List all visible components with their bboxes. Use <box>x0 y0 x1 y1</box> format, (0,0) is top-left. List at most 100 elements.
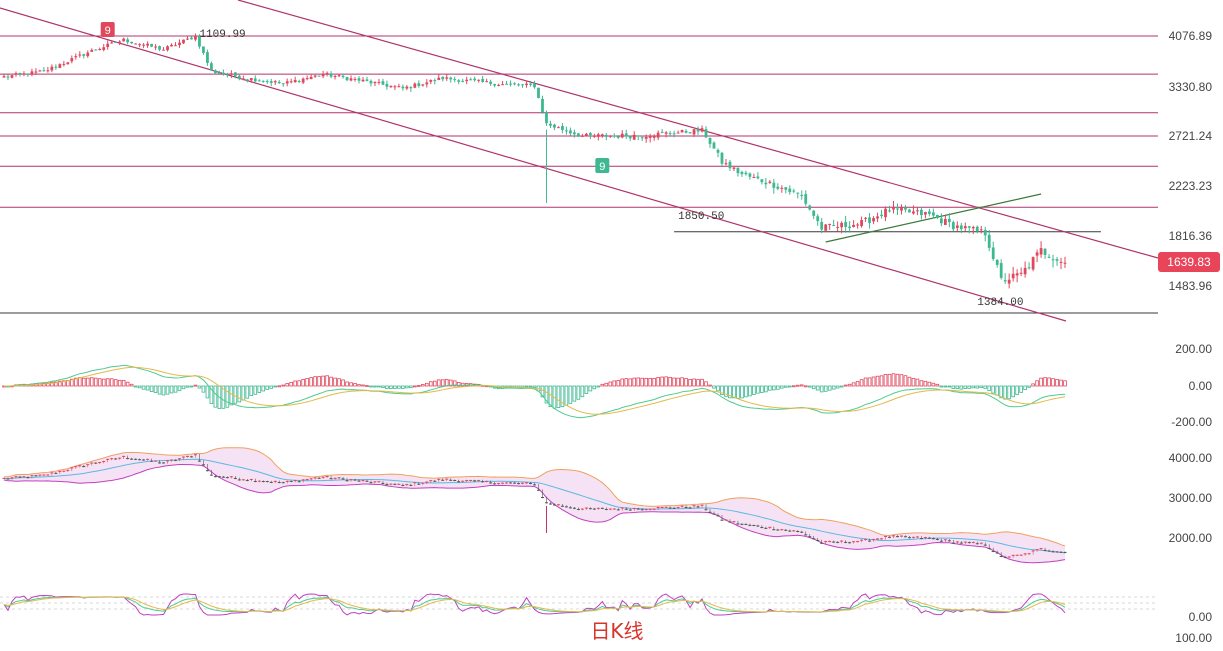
macd-histogram-bar <box>377 385 381 388</box>
macd-histogram-bar <box>137 385 142 389</box>
candle-body <box>245 79 249 81</box>
candle-body <box>285 81 289 84</box>
macd-histogram-bar <box>145 385 150 391</box>
candle-body <box>261 80 265 82</box>
macd-histogram-bar <box>911 377 916 387</box>
macd-histogram-bar <box>93 377 98 387</box>
macd-histogram-bar <box>193 384 198 387</box>
candle-body <box>684 130 688 133</box>
macd-histogram-bar <box>269 385 274 389</box>
macd-histogram-bar <box>1051 378 1055 387</box>
candle-body <box>98 48 102 50</box>
candle-body <box>150 43 153 47</box>
candle-body <box>6 76 10 78</box>
macd-histogram-bar <box>161 385 166 396</box>
macd-histogram-bar <box>895 373 900 387</box>
candle-body <box>517 84 520 86</box>
candle-body <box>828 224 832 226</box>
candle-body <box>1015 273 1019 276</box>
macd-histogram-bar <box>628 378 633 387</box>
candle-body <box>856 224 859 226</box>
macd-histogram-bar <box>413 385 417 388</box>
candle-body <box>337 75 341 77</box>
macd-histogram-bar <box>692 378 696 387</box>
candle-body <box>561 126 564 131</box>
macd-histogram-bar <box>883 374 888 387</box>
macd-histogram-bar <box>843 384 848 387</box>
candle-body <box>1043 248 1047 255</box>
td-marker-badge <box>100 22 115 37</box>
candle-body <box>868 217 871 223</box>
macd-histogram-bar <box>62 380 66 387</box>
macd-histogram-bar <box>891 373 896 387</box>
macd-histogram-bar <box>70 378 74 387</box>
macd-histogram-bar <box>704 381 708 387</box>
macd-histogram-bar <box>1039 377 1043 387</box>
macd-histogram-bar <box>732 385 736 399</box>
candle-body <box>772 182 776 188</box>
candle-body <box>409 87 413 89</box>
candle-body <box>983 229 987 236</box>
candle-body <box>704 129 708 138</box>
macd-histogram-bar <box>409 385 413 389</box>
candle-body <box>42 70 46 72</box>
macd-histogram-bar <box>632 377 637 387</box>
macd-histogram-bar <box>851 382 856 387</box>
macd-histogram-bar <box>401 385 405 389</box>
candle-body <box>393 86 397 88</box>
macd-histogram-bar <box>1063 380 1067 387</box>
macd-histogram-bar <box>528 385 533 388</box>
boll-y-tick-label: 4000.00 <box>1169 451 1213 465</box>
candle-body <box>190 37 193 40</box>
macd-histogram-bar <box>748 385 752 397</box>
macd-histogram-bar <box>369 385 373 388</box>
candle-body <box>924 212 927 215</box>
macd-histogram-bar <box>807 385 812 388</box>
candle-body <box>533 83 536 88</box>
candle-body <box>927 211 931 214</box>
candle-body <box>82 54 86 56</box>
candle-body <box>62 63 66 65</box>
boll-y-tick-label: 3000.00 <box>1169 491 1213 505</box>
macd-histogram-bar <box>46 382 50 387</box>
candle-body <box>720 152 724 164</box>
main-y-tick-label: 3330.80 <box>1169 80 1213 94</box>
candle-body <box>186 38 189 40</box>
candle-body <box>134 43 138 45</box>
macd-histogram-bar <box>253 385 258 395</box>
macd-histogram-bar <box>173 385 178 393</box>
candle-body <box>596 134 600 137</box>
candle-body <box>788 188 792 193</box>
candle-body <box>102 47 106 50</box>
macd-histogram-bar <box>113 379 118 387</box>
macd-histogram-bar <box>85 377 90 387</box>
candle-body <box>74 56 78 58</box>
main-price-panel[interactable]: 1109.99 1850.50 1384.00 9 9 1639.83 <box>0 0 1220 322</box>
macd-histogram-bar <box>556 385 561 408</box>
macd-histogram-bar <box>365 385 369 388</box>
macd-histogram-bar <box>955 385 960 389</box>
candle-body <box>417 83 421 87</box>
candle-body <box>632 134 636 140</box>
candle-body <box>489 81 493 84</box>
macd-histogram-bar <box>448 379 453 387</box>
macd-histogram-bar <box>688 379 692 387</box>
candle-body <box>752 176 756 178</box>
macd-histogram-bar <box>452 380 457 387</box>
candle-body <box>405 86 409 89</box>
macd-histogram-bar <box>109 378 114 387</box>
td-marker-label: 9 <box>599 161 605 173</box>
macd-histogram-bar <box>289 381 293 387</box>
macd-histogram-bar <box>74 377 78 387</box>
macd-histogram-bar <box>500 385 505 389</box>
macd-histogram-bar <box>121 379 126 387</box>
candle-body <box>557 127 560 129</box>
candle-body <box>445 77 449 79</box>
candle-body <box>34 71 38 73</box>
candle-body <box>744 172 748 175</box>
boll-band-fill <box>4 447 1066 563</box>
candle-body <box>1007 279 1011 284</box>
macd-histogram-bar <box>752 385 756 395</box>
macd-histogram-bar <box>696 379 700 387</box>
